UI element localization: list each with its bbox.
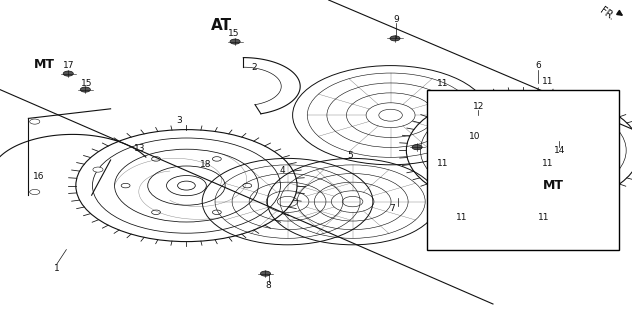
Text: 15: 15 [228,29,240,38]
Circle shape [152,157,161,161]
Text: 11: 11 [538,213,549,222]
Text: FR.: FR. [598,5,616,22]
Circle shape [475,135,485,140]
Bar [427,90,619,250]
Text: 1: 1 [54,264,60,273]
Text: 9: 9 [393,15,399,24]
Circle shape [30,119,40,124]
Circle shape [260,271,270,276]
Text: 8: 8 [265,281,272,290]
Text: 12: 12 [473,102,484,111]
Text: 11: 11 [437,159,448,168]
Text: 5: 5 [347,151,353,160]
Circle shape [540,138,550,143]
Circle shape [456,130,465,134]
Text: 13: 13 [134,144,145,153]
Text: 16: 16 [33,172,45,180]
Text: 3: 3 [176,116,183,124]
Circle shape [152,210,161,214]
Circle shape [121,183,130,188]
Text: AT: AT [210,18,232,33]
Circle shape [30,189,40,195]
Text: 14: 14 [554,146,565,155]
Text: 11: 11 [437,79,448,88]
Circle shape [520,185,527,189]
Circle shape [582,130,590,134]
Text: 4: 4 [280,166,285,175]
Text: 17: 17 [63,61,74,70]
Circle shape [456,167,465,171]
Circle shape [212,157,221,161]
Text: 6: 6 [535,61,542,70]
Text: MT: MT [542,179,564,192]
Text: 15: 15 [81,79,92,88]
Text: 2: 2 [252,63,257,72]
Text: 7: 7 [389,204,396,213]
Circle shape [582,167,590,171]
Text: 11: 11 [456,213,467,222]
Circle shape [243,183,252,188]
Circle shape [212,210,221,214]
Text: 18: 18 [200,160,212,169]
Circle shape [230,39,240,44]
Text: 11: 11 [542,77,553,86]
Circle shape [390,36,400,41]
Text: 10: 10 [469,132,480,140]
Circle shape [80,87,90,92]
Text: 11: 11 [542,159,553,168]
Text: MT: MT [33,58,55,70]
Circle shape [520,112,527,116]
Circle shape [63,71,73,76]
Circle shape [93,167,103,172]
Circle shape [412,145,422,150]
